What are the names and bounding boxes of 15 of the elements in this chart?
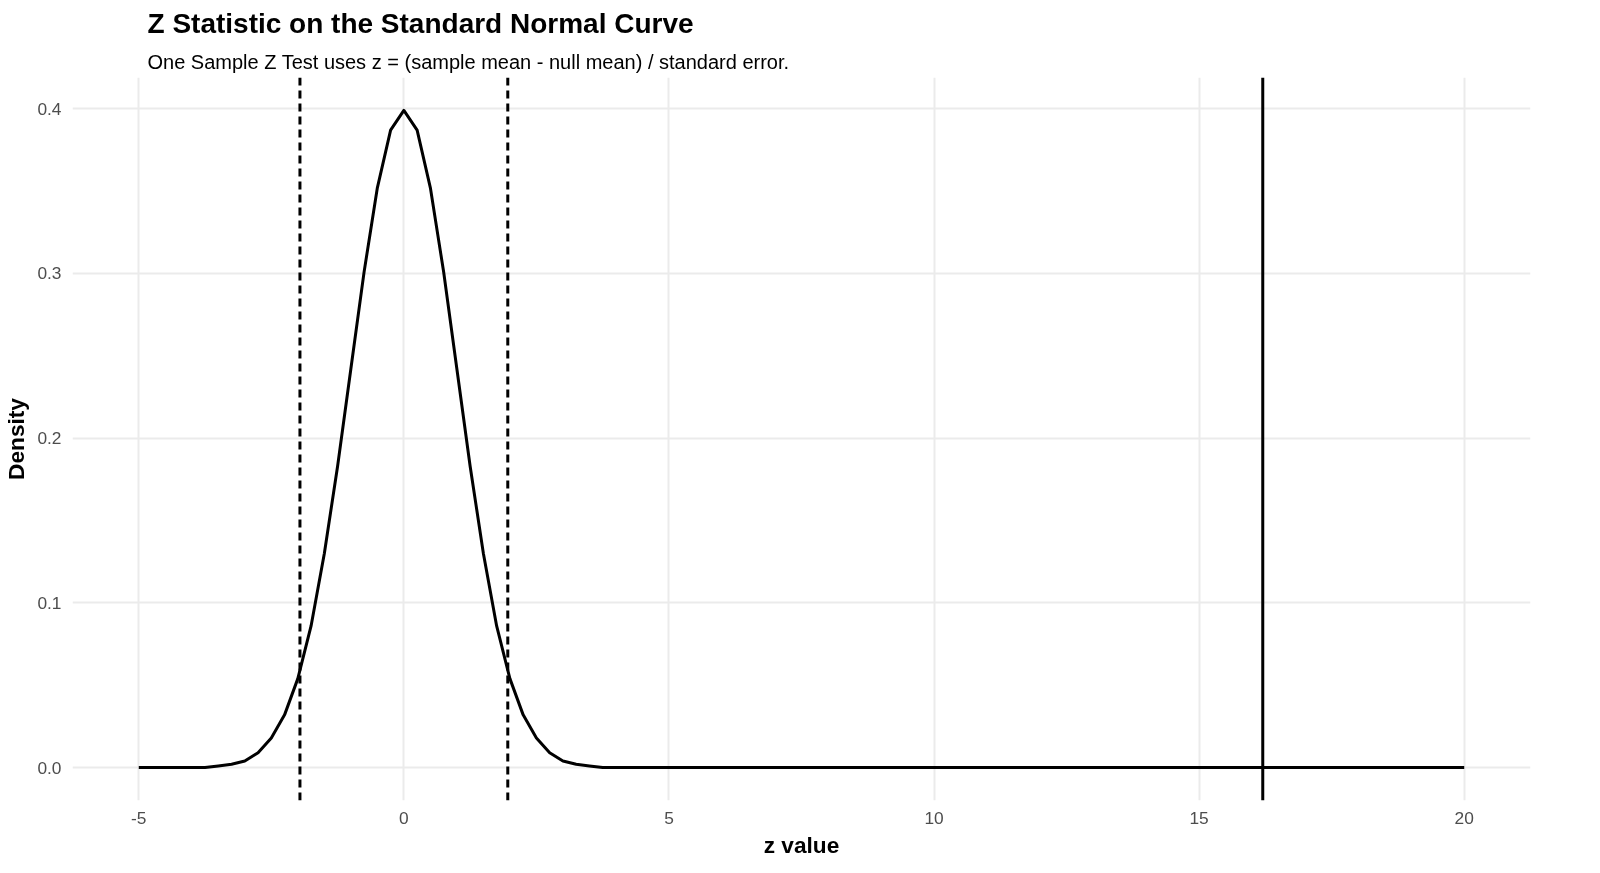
y-axis-title: Density bbox=[3, 397, 30, 480]
x-tick-label: 20 bbox=[1454, 807, 1474, 828]
y-tick-label: 0.3 bbox=[37, 263, 62, 284]
chart-subtitle: One Sample Z Test uses z = (sample mean - null mean) / standard error. bbox=[147, 50, 790, 73]
x-tick-label: 0 bbox=[399, 807, 409, 828]
x-tick-label: 10 bbox=[924, 807, 944, 828]
chart-title: Z Statistic on the Standard Normal Curve bbox=[147, 7, 694, 39]
x-axis-title: z value bbox=[763, 831, 840, 858]
y-tick-label: 0.2 bbox=[37, 428, 62, 449]
x-tick-label: 15 bbox=[1189, 807, 1209, 828]
x-tick-label: 5 bbox=[664, 807, 674, 828]
y-tick-label: 0.0 bbox=[37, 757, 62, 778]
x-tick-label: -5 bbox=[131, 807, 147, 828]
y-tick-label: 0.4 bbox=[37, 98, 62, 119]
y-tick-label: 0.1 bbox=[37, 592, 62, 613]
